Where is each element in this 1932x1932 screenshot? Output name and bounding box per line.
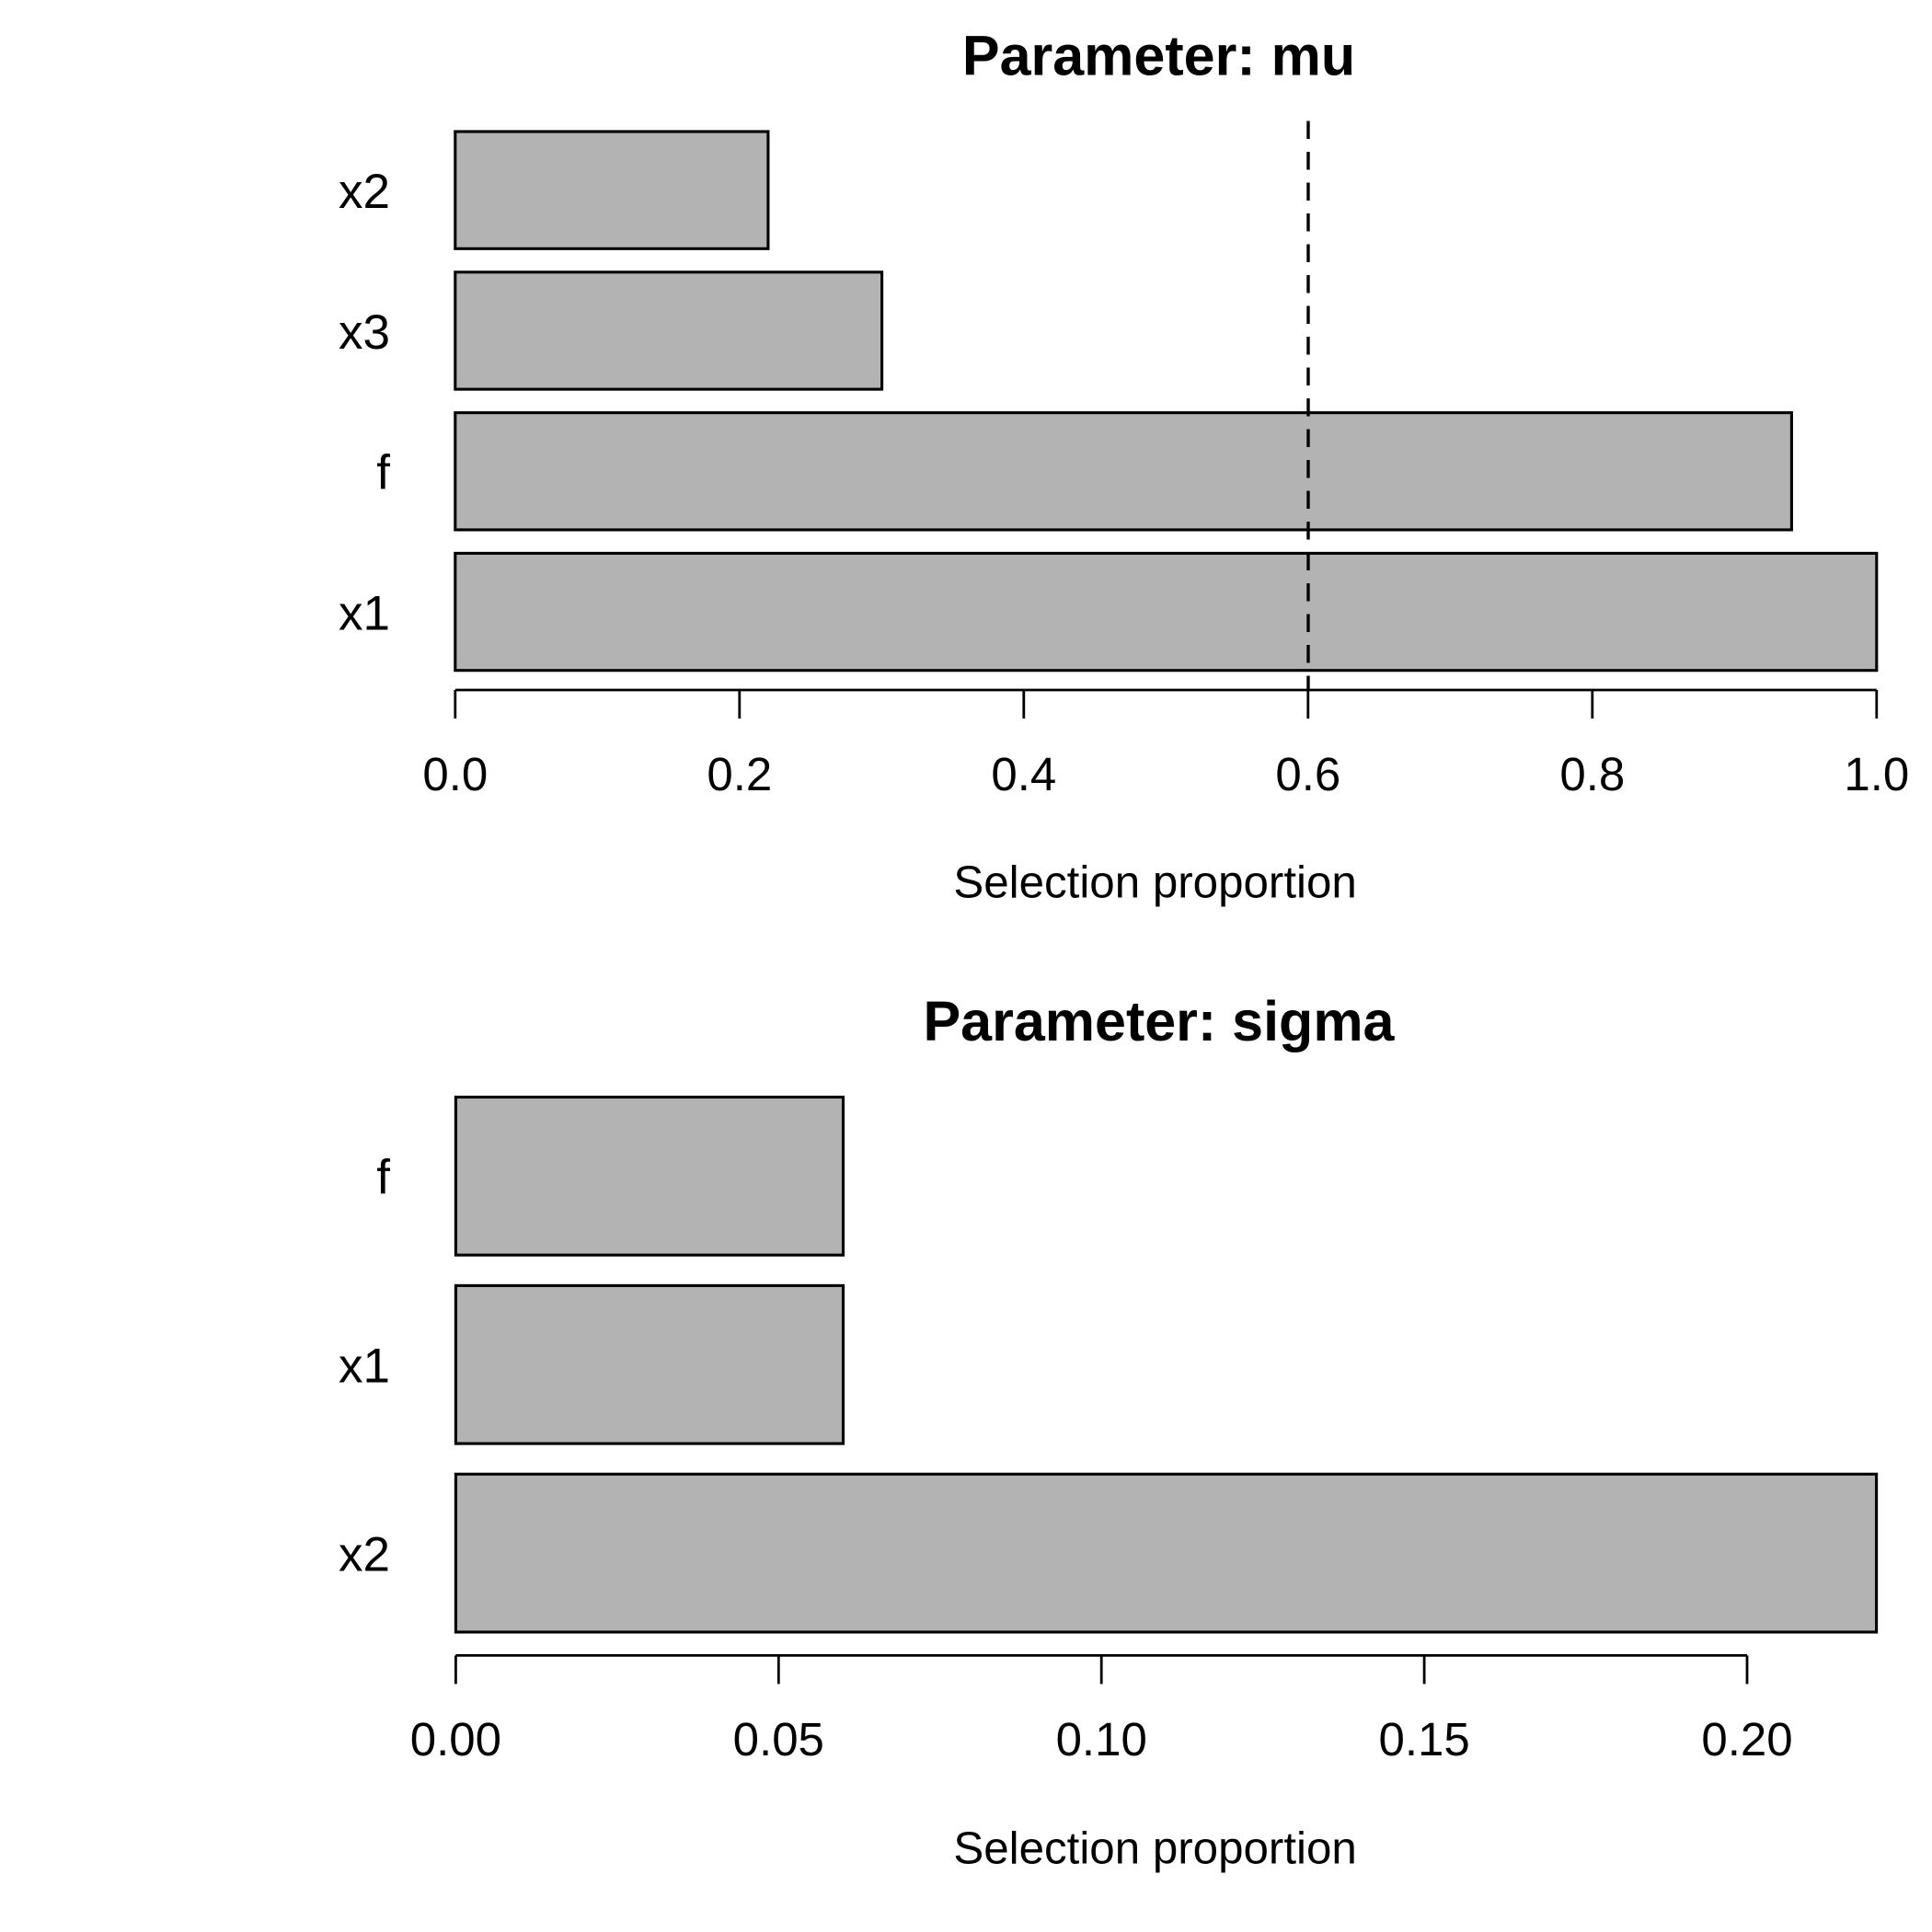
svg-text:Selection proportion: Selection proportion [953,1823,1356,1873]
svg-text:Parameter: sigma: Parameter: sigma [924,990,1396,1052]
svg-text:Parameter: mu: Parameter: mu [962,24,1355,86]
svg-text:f: f [376,1151,390,1205]
svg-text:0.4: 0.4 [991,748,1056,800]
svg-text:x1: x1 [339,1340,390,1394]
svg-text:x1: x1 [339,586,390,640]
svg-text:0.20: 0.20 [1701,1713,1792,1765]
svg-text:0.15: 0.15 [1378,1713,1469,1765]
svg-text:0.10: 0.10 [1056,1713,1147,1765]
svg-text:f: f [376,446,390,500]
svg-text:x2: x2 [339,1528,390,1582]
svg-text:0.2: 0.2 [707,748,772,800]
svg-text:0.6: 0.6 [1275,748,1340,800]
svg-text:0.05: 0.05 [733,1713,824,1765]
svg-text:Selection proportion: Selection proportion [953,857,1356,907]
svg-text:x3: x3 [339,305,390,360]
svg-text:1.0: 1.0 [1844,748,1909,800]
svg-text:0.8: 0.8 [1559,748,1625,800]
svg-text:0.0: 0.0 [422,748,488,800]
svg-text:x2: x2 [339,165,390,219]
svg-text:0.00: 0.00 [410,1713,501,1765]
